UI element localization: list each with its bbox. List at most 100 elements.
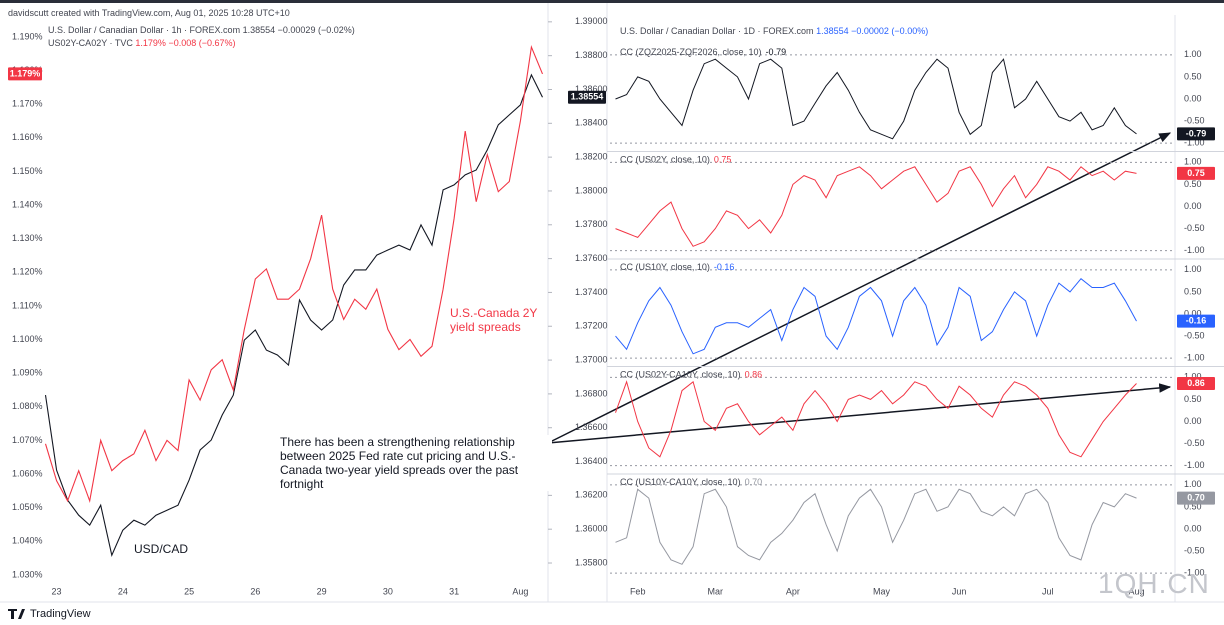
legend-label: US02Y-CA02Y · TVC	[48, 38, 133, 48]
y-tick-label: -1.00	[1184, 353, 1205, 363]
value-tag	[1177, 127, 1215, 141]
brand-logo	[8, 609, 25, 619]
y-tick-label: 1.080%	[12, 401, 43, 411]
line-series	[615, 166, 1137, 247]
y-tick-label: 1.030%	[12, 569, 43, 579]
y-tick-label: 0.00	[1184, 416, 1202, 426]
x-tick-label: Apr	[786, 586, 800, 596]
x-tick-label: 30	[383, 586, 393, 596]
legend-value: 1.38554	[242, 25, 276, 35]
price-tag	[568, 90, 606, 104]
line-series	[615, 380, 1137, 458]
value-tag	[1177, 491, 1215, 505]
annotation: There has been a strengthening relations…	[280, 435, 552, 491]
y2-tick-label: 1.36800	[575, 388, 608, 398]
y2-tick-label: 1.38000	[575, 185, 608, 195]
y-tick-label: 1.040%	[12, 536, 43, 546]
y2-tick-label: 1.38800	[575, 50, 608, 60]
y-tick-label: -1.00	[1184, 568, 1205, 578]
y-tick-label: 0.50	[1184, 501, 1202, 511]
y-tick-label: 0.00	[1184, 201, 1202, 211]
legend-change: −0.00002 (−0.00%)	[851, 26, 929, 36]
legend-label: U.S. Dollar / Canadian Dollar · 1h · FOR…	[48, 25, 241, 35]
y-tick-label: 1.160%	[12, 132, 43, 142]
y-tick-label: 1.100%	[12, 334, 43, 344]
y-tick-label: 0.50	[1184, 179, 1202, 189]
y-tick-label: -0.50	[1184, 223, 1205, 233]
y-tick-label: 1.170%	[12, 99, 43, 109]
panel-title-label: CC (US02Y-CA10Y, close, 10)	[620, 370, 741, 380]
panel-title: CC (US10Y-CA10Y, close, 10) 0.70	[620, 477, 762, 487]
y2-tick-label: 1.36200	[575, 490, 608, 500]
panel-title: CC (US10Y, close, 10) -0.16	[620, 262, 734, 272]
legend-change: −0.00029 (−0.02%)	[277, 25, 355, 35]
y2-tick-label: 1.38400	[575, 118, 608, 128]
value-tag-label: 0.70	[1187, 492, 1205, 502]
y-tick-label: -1.00	[1184, 245, 1205, 255]
y2-tick-label: 1.36600	[575, 422, 608, 432]
annotation: U.S.-Canada 2Y yield spreads	[450, 306, 538, 334]
y-tick-label: -1.00	[1184, 138, 1205, 148]
price-tag	[8, 67, 42, 81]
panel-title: CC (US02Y, close, 10) 0.75	[620, 155, 731, 165]
y-tick-label: 1.140%	[12, 199, 43, 209]
top-bar	[0, 0, 1224, 3]
x-tick-label: 25	[184, 586, 194, 596]
y2-tick-label: 1.36000	[575, 524, 608, 534]
price-tag-label: 1.38554	[571, 92, 604, 102]
y-tick-label: 1.00	[1184, 264, 1202, 274]
x-tick-label: 24	[118, 586, 128, 596]
y2-tick-label: 1.38600	[575, 84, 608, 94]
x-tick-label: 31	[449, 586, 459, 596]
panel-title-value: 0.86	[745, 370, 763, 380]
x-tick-label: Jun	[952, 586, 967, 596]
y-tick-label: 1.00	[1184, 479, 1202, 489]
y-tick-label: 1.110%	[12, 300, 42, 310]
value-tag	[1177, 166, 1215, 180]
line-series	[615, 488, 1137, 565]
value-tag-label: 0.86	[1187, 378, 1205, 388]
y-tick-label: 1.090%	[12, 368, 43, 378]
y2-tick-label: 1.35800	[575, 557, 608, 567]
value-tag-label: -0.16	[1186, 315, 1207, 325]
x-tick-label: Aug	[512, 586, 528, 596]
y2-tick-label: 1.37200	[575, 321, 608, 331]
line-series	[615, 58, 1137, 140]
y-tick-label: 1.130%	[12, 233, 43, 243]
watermark: 1QH.CN	[1098, 568, 1210, 599]
y-tick-label: 1.190%	[12, 31, 43, 41]
legend-value: 1.38554	[816, 26, 849, 36]
y-tick-label: 0.50	[1184, 286, 1202, 296]
y-tick-label: 0.50	[1184, 394, 1202, 404]
y2-tick-label: 1.36400	[575, 456, 608, 466]
x-tick-label: Feb	[630, 586, 646, 596]
panel-title: CC (ZQZ2025-ZQF2026, close, 10) -0.79	[620, 47, 786, 57]
x-tick-label: Mar	[708, 586, 724, 596]
y-tick-label: 0.00	[1184, 308, 1202, 318]
value-tag-label: 0.75	[1187, 168, 1205, 178]
x-tick-label: Aug	[1128, 586, 1144, 596]
legend-change: −0.008 (−0.67%)	[168, 38, 236, 48]
line-series	[615, 278, 1137, 355]
credit: davidscutt created with TradingView.com,…	[8, 8, 290, 18]
legend-item: U.S. Dollar / Canadian Dollar · 1D · FOR…	[620, 26, 928, 36]
legend-item: US02Y-CA02Y · TVC 1.179% −0.008 (−0.67%)	[48, 38, 236, 48]
y-tick-label: -0.50	[1184, 330, 1205, 340]
panel-title-label: CC (US10Y, close, 10)	[620, 262, 710, 272]
x-tick-label: 29	[317, 586, 327, 596]
brand: TradingView	[30, 608, 91, 620]
arrow	[547, 132, 1172, 444]
x-tick-label: 23	[52, 586, 62, 596]
y-tick-label: -0.50	[1184, 545, 1205, 555]
y-tick-label: 1.060%	[12, 468, 43, 478]
y-tick-label: 1.00	[1184, 49, 1202, 59]
x-tick-label: 26	[250, 586, 260, 596]
panel-title-label: CC (US10Y-CA10Y, close, 10)	[620, 477, 741, 487]
y-tick-label: 1.00	[1184, 372, 1202, 382]
panel-title-value: -0.16	[714, 262, 735, 272]
y2-tick-label: 1.37800	[575, 219, 608, 229]
panel-title-label: CC (US02Y, close, 10)	[620, 155, 710, 165]
value-tag-label: -0.79	[1186, 128, 1207, 138]
